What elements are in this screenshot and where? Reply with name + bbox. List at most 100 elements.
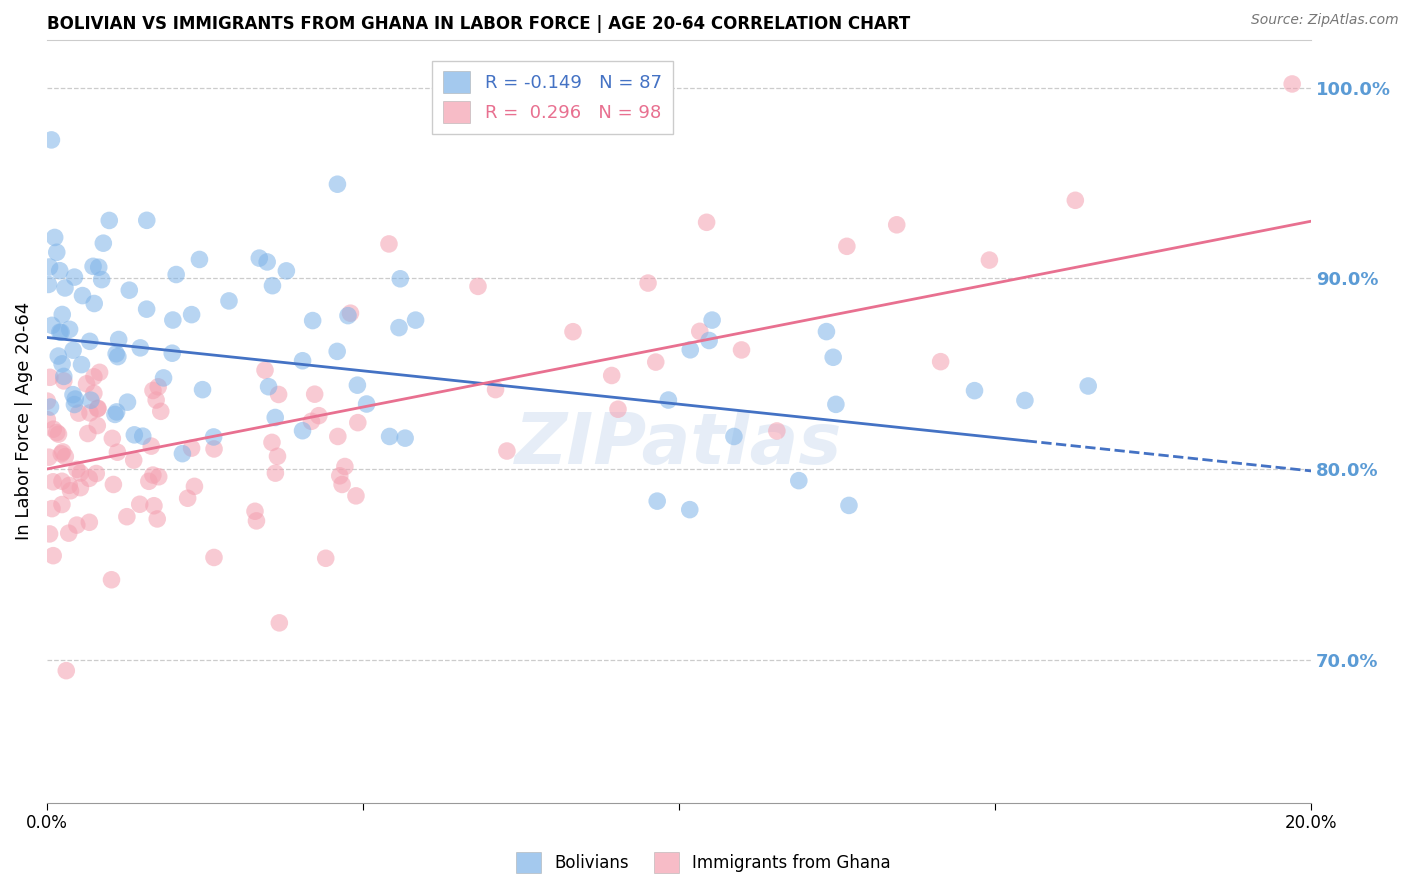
Point xyxy=(79,516,101,530)
Point xyxy=(37,277,59,292)
Point xyxy=(825,397,848,411)
Point xyxy=(46,349,69,363)
Point xyxy=(72,288,94,302)
Point xyxy=(315,551,337,566)
Point xyxy=(129,341,152,355)
Point xyxy=(38,370,60,384)
Point xyxy=(76,426,98,441)
Point xyxy=(58,478,80,492)
Point xyxy=(117,395,139,409)
Point xyxy=(66,462,89,476)
Point xyxy=(41,133,63,147)
Point xyxy=(66,518,89,533)
Point xyxy=(308,409,330,423)
Point xyxy=(162,313,184,327)
Point xyxy=(697,334,720,348)
Point xyxy=(260,435,283,450)
Point xyxy=(65,392,87,406)
Point xyxy=(257,380,280,394)
Point xyxy=(145,392,167,407)
Point xyxy=(37,412,59,426)
Point xyxy=(256,255,278,269)
Point xyxy=(101,431,124,445)
Point xyxy=(59,483,82,498)
Point xyxy=(562,325,585,339)
Point xyxy=(48,427,70,442)
Point xyxy=(77,471,100,485)
Point xyxy=(329,468,352,483)
Point xyxy=(700,313,723,327)
Point xyxy=(165,268,187,282)
Point xyxy=(48,263,70,277)
Point xyxy=(82,260,104,274)
Point xyxy=(1077,379,1099,393)
Point xyxy=(1281,77,1303,91)
Point xyxy=(787,474,810,488)
Point xyxy=(180,441,202,455)
Text: Source: ZipAtlas.com: Source: ZipAtlas.com xyxy=(1251,13,1399,28)
Point xyxy=(52,369,75,384)
Point xyxy=(45,245,67,260)
Point xyxy=(138,475,160,489)
Point xyxy=(291,353,314,368)
Point xyxy=(644,355,666,369)
Point xyxy=(63,398,86,412)
Point xyxy=(679,502,702,516)
Point xyxy=(333,459,356,474)
Point xyxy=(388,320,411,334)
Point xyxy=(89,365,111,379)
Point xyxy=(696,215,718,229)
Point xyxy=(107,445,129,459)
Point xyxy=(51,308,73,322)
Point xyxy=(299,414,322,428)
Point xyxy=(38,527,60,541)
Point xyxy=(172,447,194,461)
Point xyxy=(152,371,174,385)
Point xyxy=(148,469,170,483)
Point xyxy=(128,497,150,511)
Point xyxy=(378,429,401,443)
Point xyxy=(389,272,412,286)
Point xyxy=(69,466,91,480)
Point xyxy=(730,343,752,357)
Point xyxy=(679,343,702,357)
Point xyxy=(49,325,72,339)
Point xyxy=(346,378,368,392)
Point xyxy=(148,380,170,394)
Point xyxy=(344,489,367,503)
Point xyxy=(83,296,105,310)
Point xyxy=(100,573,122,587)
Point xyxy=(886,218,908,232)
Point xyxy=(1064,194,1087,208)
Point xyxy=(176,491,198,506)
Text: BOLIVIAN VS IMMIGRANTS FROM GHANA IN LABOR FORCE | AGE 20-64 CORRELATION CHART: BOLIVIAN VS IMMIGRANTS FROM GHANA IN LAB… xyxy=(46,15,910,33)
Point xyxy=(405,313,427,327)
Point xyxy=(394,431,416,445)
Point xyxy=(191,383,214,397)
Point xyxy=(142,468,165,483)
Point xyxy=(67,406,90,420)
Point xyxy=(52,445,75,459)
Point xyxy=(326,178,349,192)
Point xyxy=(124,428,146,442)
Point xyxy=(98,213,121,227)
Point xyxy=(160,346,183,360)
Point xyxy=(963,384,986,398)
Point xyxy=(103,477,125,491)
Point xyxy=(42,549,65,563)
Point xyxy=(183,479,205,493)
Point xyxy=(84,467,107,481)
Point xyxy=(87,260,110,275)
Point xyxy=(122,453,145,467)
Point xyxy=(55,664,77,678)
Point xyxy=(766,424,789,438)
Point xyxy=(69,481,91,495)
Point xyxy=(37,394,59,409)
Point xyxy=(135,213,157,227)
Point xyxy=(79,334,101,349)
Point xyxy=(823,351,845,365)
Point xyxy=(1014,393,1036,408)
Point xyxy=(723,429,745,443)
Point xyxy=(326,429,349,443)
Point xyxy=(264,466,287,480)
